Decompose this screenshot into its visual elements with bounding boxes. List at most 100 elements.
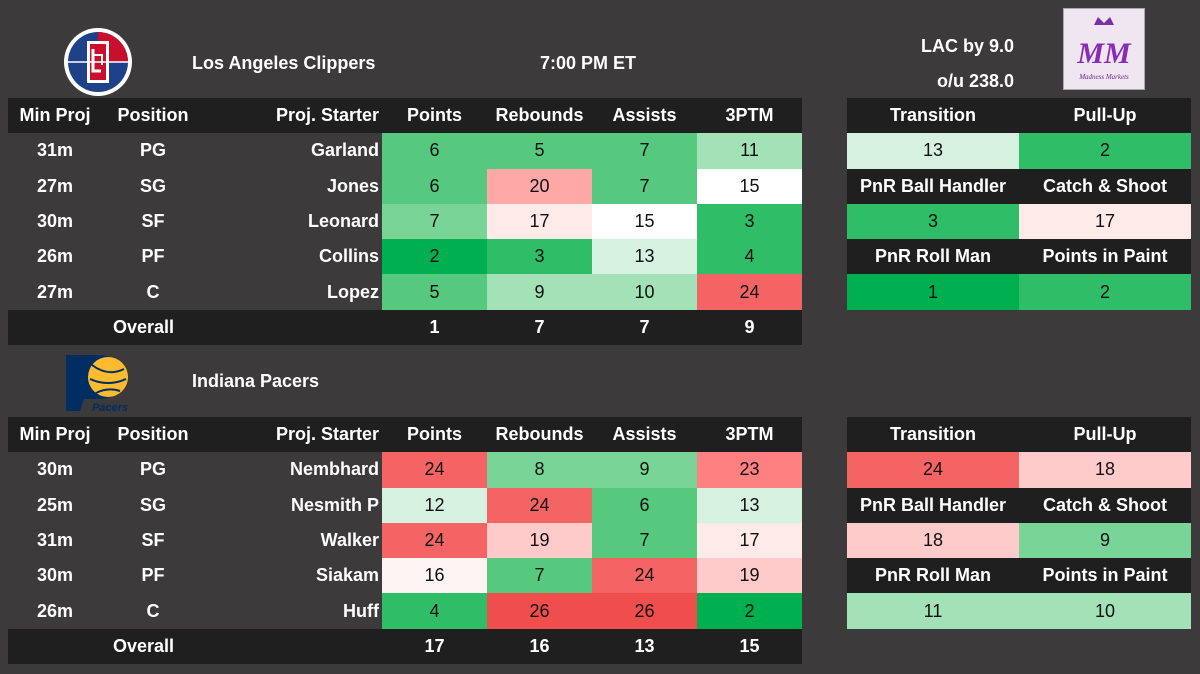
- overall-label: Overall: [8, 309, 382, 346]
- pullup-rank: 18: [1019, 452, 1191, 488]
- min-proj-cell: 30m: [8, 203, 102, 240]
- position-cell: SF: [102, 203, 204, 240]
- position-cell: C: [102, 593, 204, 629]
- col-points: Points: [382, 417, 487, 453]
- clippers-table: Min Proj Position Proj. Starter Points R…: [8, 98, 802, 346]
- 3ptm-rank: 11: [697, 133, 802, 169]
- position-cell: SG: [102, 168, 204, 204]
- points-in-paint-label: Points in Paint: [1019, 558, 1191, 594]
- overall-rebounds: 16: [487, 628, 592, 665]
- rebounds-rank: 9: [487, 274, 592, 310]
- min-proj-cell: 31m: [8, 133, 102, 169]
- player-name: Nesmith P: [204, 487, 382, 523]
- 3ptm-rank: 24: [697, 274, 802, 310]
- assists-rank: 15: [592, 203, 697, 240]
- rebounds-rank: 19: [487, 522, 592, 559]
- madness-markets-logo: MM Madness Markets: [1063, 8, 1145, 90]
- game-time: 7:00 PM ET: [540, 53, 637, 73]
- svg-text:Madness Markets: Madness Markets: [1078, 73, 1129, 81]
- clippers-logo: [63, 27, 133, 97]
- rebounds-rank: 5: [487, 133, 592, 169]
- overall-label: Overall: [8, 628, 382, 665]
- player-name: Jones: [204, 168, 382, 204]
- min-proj-cell: 26m: [8, 593, 102, 629]
- assists-rank: 13: [592, 239, 697, 275]
- table-row: 30m PF Siakam 16 7 24 19: [8, 558, 802, 594]
- assists-rank: 6: [592, 487, 697, 523]
- min-proj-cell: 25m: [8, 487, 102, 523]
- pullup-label: Pull-Up: [1019, 98, 1191, 134]
- table-row: 31m PG Garland 6 5 7 11: [8, 133, 802, 169]
- assists-rank: 10: [592, 274, 697, 310]
- min-proj-cell: 30m: [8, 558, 102, 594]
- pacers-logo: Pacers: [62, 347, 140, 415]
- rebounds-rank: 24: [487, 487, 592, 523]
- player-name: Huff: [204, 593, 382, 629]
- assists-rank: 24: [592, 558, 697, 594]
- col-min-proj: Min Proj: [8, 98, 102, 134]
- player-name: Garland: [204, 133, 382, 169]
- col-min-proj: Min Proj: [8, 417, 102, 453]
- overall-rebounds: 7: [487, 309, 592, 346]
- svg-text:Pacers: Pacers: [92, 402, 128, 414]
- rebounds-rank: 7: [487, 558, 592, 594]
- transition-label: Transition: [847, 98, 1019, 134]
- 3ptm-rank: 23: [697, 452, 802, 488]
- spread-line: LAC by 9.0: [920, 36, 1014, 56]
- col-assists: Assists: [592, 417, 697, 453]
- pullup-rank: 2: [1019, 133, 1191, 169]
- col-proj-starter: Proj. Starter: [204, 98, 382, 134]
- points-rank: 4: [382, 593, 487, 629]
- total-line: o/u 238.0: [936, 71, 1014, 91]
- points-rank: 5: [382, 274, 487, 310]
- rebounds-rank: 3: [487, 239, 592, 275]
- pnr-roll-man-rank: 1: [847, 274, 1019, 310]
- 3ptm-rank: 17: [697, 522, 802, 559]
- transition-rank: 13: [847, 133, 1019, 169]
- points-rank: 6: [382, 168, 487, 204]
- assists-rank: 26: [592, 593, 697, 629]
- points-rank: 16: [382, 558, 487, 594]
- rebounds-rank: 17: [487, 203, 592, 240]
- clippers-team-name: Los Angeles Clippers: [192, 53, 376, 73]
- 3ptm-rank: 13: [697, 487, 802, 523]
- pnr-roll-man-label: PnR Roll Man: [847, 558, 1019, 594]
- 3ptm-rank: 15: [697, 168, 802, 204]
- position-cell: SF: [102, 522, 204, 559]
- overall-3ptm: 9: [697, 309, 802, 346]
- position-cell: SG: [102, 487, 204, 523]
- min-proj-cell: 27m: [8, 168, 102, 204]
- points-rank: 24: [382, 522, 487, 559]
- player-name: Siakam: [204, 558, 382, 594]
- table-header-row: Min Proj Position Proj. Starter Points R…: [8, 417, 802, 453]
- rebounds-rank: 26: [487, 593, 592, 629]
- 3ptm-rank: 3: [697, 203, 802, 240]
- pnr-ball-handler-rank: 18: [847, 522, 1019, 559]
- catch-shoot-label: Catch & Shoot: [1019, 168, 1191, 204]
- overall-points: 1: [382, 309, 487, 346]
- table-row: 30m SF Leonard 7 17 15 3: [8, 203, 802, 240]
- points-rank: 2: [382, 239, 487, 275]
- table-row: 27m C Lopez 5 9 10 24: [8, 274, 802, 310]
- pnr-roll-man-rank: 11: [847, 593, 1019, 629]
- points-rank: 12: [382, 487, 487, 523]
- position-cell: PG: [102, 133, 204, 169]
- catch-shoot-rank: 17: [1019, 203, 1191, 240]
- position-cell: PF: [102, 239, 204, 275]
- catch-shoot-rank: 9: [1019, 522, 1191, 559]
- table-header-row: Min Proj Position Proj. Starter Points R…: [8, 98, 802, 134]
- rebounds-rank: 8: [487, 452, 592, 488]
- overall-assists: 7: [592, 309, 697, 346]
- rebounds-rank: 20: [487, 168, 592, 204]
- col-rebounds: Rebounds: [487, 98, 592, 134]
- pullup-label: Pull-Up: [1019, 417, 1191, 453]
- overall-row: Overall 17 16 13 15: [8, 628, 802, 665]
- assists-rank: 7: [592, 168, 697, 204]
- pacers-table: Min Proj Position Proj. Starter Points R…: [8, 417, 802, 665]
- pnr-ball-handler-rank: 3: [847, 203, 1019, 240]
- col-rebounds: Rebounds: [487, 417, 592, 453]
- 3ptm-rank: 19: [697, 558, 802, 594]
- points-in-paint-rank: 2: [1019, 274, 1191, 310]
- transition-rank: 24: [847, 452, 1019, 488]
- min-proj-cell: 30m: [8, 452, 102, 488]
